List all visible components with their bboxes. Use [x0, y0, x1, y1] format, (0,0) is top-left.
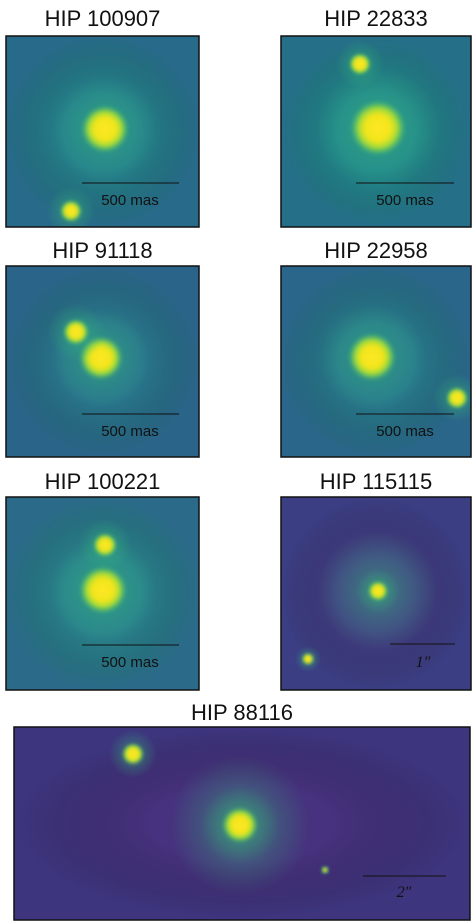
star [322, 867, 328, 873]
panel-title: HIP 22833 [324, 6, 428, 31]
scale-label: 500 mas [101, 654, 159, 671]
image-content [50, 518, 156, 643]
image-frame [5, 496, 200, 691]
star [60, 200, 82, 222]
star [93, 533, 117, 557]
panel: HIP 22833 500 mas [280, 6, 472, 228]
star [81, 105, 129, 153]
star [79, 566, 127, 614]
scale-label: 500 mas [376, 423, 434, 440]
panel-title: HIP 100221 [45, 469, 161, 494]
panel-title: HIP 88116 [191, 700, 293, 725]
star [368, 581, 388, 601]
scale-label: 500 mas [101, 423, 159, 440]
star [348, 333, 396, 381]
panel-title: HIP 100907 [45, 6, 161, 31]
image-content [108, 729, 332, 895]
panel: HIP 115115 1″ [280, 469, 472, 691]
image-frame [280, 265, 472, 458]
panel: HIP 100221 500 mas [5, 469, 200, 691]
scale-label: 1″ [416, 654, 431, 671]
image-content [316, 39, 440, 190]
image-frame [280, 35, 472, 228]
image-content [47, 303, 150, 407]
star [350, 100, 406, 156]
panel: HIP 91118 500 mas [5, 238, 200, 458]
star [302, 653, 314, 665]
image-content [46, 76, 158, 227]
star [446, 387, 468, 409]
panel-title: HIP 91118 [52, 238, 152, 263]
scale-label: 500 mas [376, 192, 434, 209]
panel: HIP 88116 2″ [13, 700, 471, 921]
panel-title: HIP 22958 [324, 238, 428, 263]
star [222, 807, 258, 843]
image-content [294, 531, 438, 673]
panel-title: HIP 115115 [320, 469, 433, 494]
star [122, 743, 144, 765]
panel: HIP 100907 500 mas [5, 6, 200, 228]
image-frame [280, 496, 472, 691]
scale-label: 2″ [397, 884, 412, 901]
star [63, 319, 89, 345]
image-frame [13, 726, 471, 921]
star [349, 53, 371, 75]
image-frame [5, 265, 200, 458]
image-content [319, 304, 471, 423]
scale-label: 500 mas [101, 192, 159, 209]
panel: HIP 22958 500 mas [280, 238, 472, 458]
image-frame [5, 35, 200, 228]
